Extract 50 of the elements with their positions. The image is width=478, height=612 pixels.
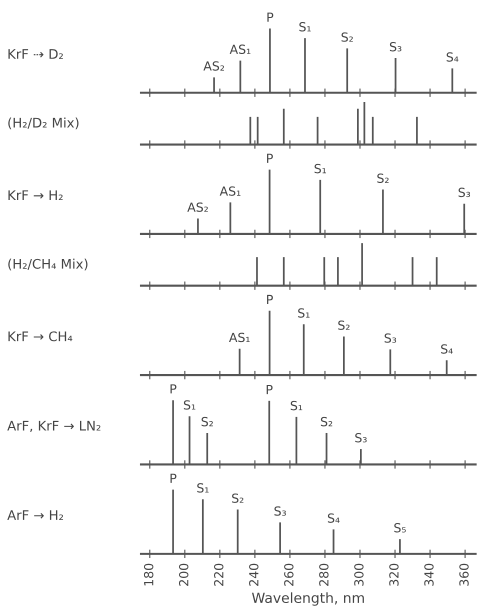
text: (H₂/D₂ Mix): [8, 117, 78, 130]
annotation: AS₁: [228, 332, 250, 342]
annotation: AS₂: [203, 61, 224, 71]
annotation: S₂: [338, 320, 350, 330]
annotation: S₁: [299, 22, 311, 32]
annotation: AS₁: [230, 44, 250, 54]
annotation: P: [267, 154, 273, 163]
x-tick-label: 320: [389, 564, 399, 586]
annotation: S₃: [390, 42, 402, 52]
text: KrF → CH₄: [8, 331, 72, 342]
x-tick-label: 340: [424, 564, 434, 586]
annotation: S₁: [298, 308, 310, 318]
x-tick-label: 180: [144, 564, 154, 586]
annotation: S₂: [377, 174, 389, 183]
annotation: S₁: [290, 400, 302, 410]
annotation: S₁: [314, 164, 326, 174]
annotation: S₂: [342, 32, 353, 42]
annotation: S₄: [328, 513, 340, 523]
annotation: S₄: [441, 344, 453, 354]
annotation: S₂: [202, 416, 213, 426]
annotation: S₃: [458, 188, 470, 198]
annotation: P: [267, 12, 274, 22]
annotation: S₁: [197, 483, 209, 493]
annotation: S₂: [232, 493, 244, 503]
annotation: P: [170, 384, 176, 394]
x-tick-label: 220: [214, 564, 224, 586]
annotation: S₅: [394, 523, 406, 532]
text: (H₂/CH₄ Mix): [8, 258, 88, 270]
annotation: S₂: [320, 416, 332, 426]
x-tick-label: 300: [354, 564, 364, 586]
annotation: AS₁: [220, 186, 240, 196]
annotation: P: [170, 474, 176, 483]
text: ArF → H₂: [7, 510, 64, 520]
x-tick-label: 200: [178, 564, 188, 586]
annotation: S₃: [384, 333, 396, 343]
annotation: AS₂: [187, 202, 208, 212]
annotation: S₃: [274, 506, 286, 516]
x-tick-label: 260: [284, 564, 294, 586]
x-tick-label: 360: [459, 564, 469, 586]
annotation: S₃: [355, 433, 367, 442]
annotation: P: [267, 294, 273, 304]
text: ArF, KrF → LN₂: [7, 420, 100, 432]
annotation: S₄: [446, 52, 458, 62]
annotation: S₁: [184, 400, 196, 410]
x-tick-label: 240: [249, 564, 259, 586]
text: KrF → H₂: [8, 190, 63, 200]
x-axis-title: Wavelength, nm: [252, 592, 364, 606]
text: KrF ⇢ D₂: [8, 49, 63, 59]
annotation: P: [266, 384, 273, 394]
x-tick-label: 280: [319, 564, 329, 586]
